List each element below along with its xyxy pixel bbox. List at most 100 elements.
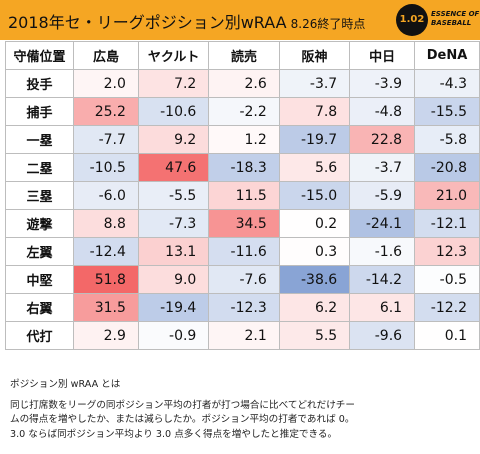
wraa-cell: 31.5	[73, 293, 139, 322]
row-header: 左翼	[4, 237, 75, 266]
wraa-cell: -9.6	[349, 321, 416, 350]
wraa-cell: 0.3	[278, 237, 351, 266]
table-row: 右翼 31.5 -19.4 -12.3 6.2 6.1 -12.2	[4, 293, 480, 322]
definition-note: ポジション別 wRAA とは 同じ打席数をリーグの同ポジション平均の打者が打つ場…	[10, 378, 472, 442]
wraa-cell: 34.5	[208, 209, 280, 238]
row-header: 捕手	[4, 97, 75, 126]
wraa-cell: -12.4	[73, 237, 139, 266]
table-row: 二塁 -10.5 47.6 -18.3 5.6 -3.7 -20.8	[4, 153, 480, 182]
logo-badge: 1.02	[396, 4, 428, 36]
wraa-cell: 11.5	[208, 181, 280, 210]
column-header: ヤクルト	[137, 41, 210, 70]
row-header: 右翼	[4, 293, 75, 322]
wraa-cell: 12.3	[414, 237, 480, 266]
wraa-cell: -18.3	[208, 153, 280, 182]
table-body: 投手 2.0 7.2 2.6 -3.7 -3.9 -4.3 捕手 25.2 -10.6 -2.2 7.…	[4, 69, 480, 350]
column-header: DeNA	[414, 41, 480, 70]
wraa-cell: -7.6	[208, 265, 280, 294]
wraa-cell: -11.6	[208, 237, 280, 266]
table-row: 捕手 25.2 -10.6 -2.2 7.8 -4.8 -15.5	[4, 97, 480, 126]
wraa-cell: -1.6	[349, 237, 416, 266]
wraa-cell: -10.5	[73, 153, 139, 182]
logo-text-line2: BASEBALL	[431, 19, 472, 27]
essence-of-baseball-logo: 1.02 ESSENCE OF BASEBALL	[396, 4, 479, 36]
table-row: 投手 2.0 7.2 2.6 -3.7 -3.9 -4.3	[4, 69, 480, 98]
wraa-cell: -5.5	[137, 181, 210, 210]
row-header: 三塁	[4, 181, 75, 210]
title-subtitle: 8.26終了時点	[290, 17, 366, 31]
wraa-cell: -7.3	[137, 209, 210, 238]
table-row: 三塁 -6.0 -5.5 11.5 -15.0 -5.9 21.0	[4, 181, 480, 210]
wraa-cell: 2.0	[73, 69, 139, 98]
row-header: 投手	[4, 69, 75, 98]
row-header: 代打	[4, 321, 75, 350]
wraa-cell: -24.1	[349, 209, 416, 238]
wraa-cell: 9.2	[137, 125, 210, 154]
table-header-row: 守備位置 広島 ヤクルト 読売 阪神 中日 DeNA	[4, 41, 480, 70]
wraa-cell: -10.6	[137, 97, 210, 126]
note-line: 3.0 ならば同ポジション平均より 3.0 点多く得点を増やしたと推定できる。	[10, 428, 338, 440]
wraa-cell: 51.8	[73, 265, 139, 294]
wraa-cell: 2.9	[73, 321, 139, 350]
wraa-cell: -5.9	[349, 181, 416, 210]
wraa-cell: -19.4	[137, 293, 210, 322]
wraa-cell: -19.7	[278, 125, 351, 154]
wraa-cell: 0.2	[278, 209, 351, 238]
wraa-cell: 7.8	[278, 97, 351, 126]
column-header: 阪神	[278, 41, 351, 70]
wraa-cell: -20.8	[414, 153, 480, 182]
page-title: 2018年セ・リーグポジション別wRAA 8.26終了時点	[8, 9, 365, 33]
logo-wordmark: ESSENCE OF BASEBALL	[431, 10, 479, 28]
table-row: 左翼 -12.4 13.1 -11.6 0.3 -1.6 12.3	[4, 237, 480, 266]
wraa-cell: -4.3	[414, 69, 480, 98]
wraa-cell: -15.0	[278, 181, 351, 210]
table-row: 代打 2.9 -0.9 2.1 5.5 -9.6 0.1	[4, 321, 480, 350]
wraa-cell: -4.8	[349, 97, 416, 126]
row-header: 遊撃	[4, 209, 75, 238]
column-header: 中日	[349, 41, 416, 70]
wraa-cell: -0.9	[137, 321, 210, 350]
title-bar: 2018年セ・リーグポジション別wRAA 8.26終了時点 1.02 ESSENC…	[0, 0, 480, 40]
wraa-cell: -12.2	[414, 293, 480, 322]
wraa-cell: -12.3	[208, 293, 280, 322]
wraa-cell: -3.7	[349, 153, 416, 182]
wraa-cell: 8.8	[73, 209, 139, 238]
wraa-cell: -3.7	[278, 69, 351, 98]
row-header: 二塁	[4, 153, 75, 182]
wraa-cell: 6.2	[278, 293, 351, 322]
wraa-cell: -7.7	[73, 125, 139, 154]
wraa-cell: 1.2	[208, 125, 280, 154]
wraa-cell: 5.5	[278, 321, 351, 350]
wraa-cell: -15.5	[414, 97, 480, 126]
wraa-cell: 2.6	[208, 69, 280, 98]
note-line: ムの得点を増やしたか、または減らしたか。ポジション平均の打者であれば 0。	[10, 414, 355, 425]
row-header: 中堅	[4, 265, 75, 294]
table-row: 中堅 51.8 9.0 -7.6 -38.6 -14.2 -0.5	[4, 265, 480, 294]
table-row: 遊撃 8.8 -7.3 34.5 0.2 -24.1 -12.1	[4, 209, 480, 238]
wraa-cell: 13.1	[137, 237, 210, 266]
wraa-cell: 9.0	[137, 265, 210, 294]
wraa-cell: 7.2	[137, 69, 210, 98]
corner-header: 守備位置	[4, 41, 75, 70]
wraa-cell: -5.8	[414, 125, 480, 154]
wraa-cell: -0.5	[414, 265, 480, 294]
title-text: 2018年セ・リーグポジション別wRAA	[8, 13, 287, 32]
wraa-cell: 0.1	[414, 321, 480, 350]
wraa-cell: 47.6	[137, 153, 210, 182]
wraa-cell: 21.0	[414, 181, 480, 210]
table-row: 一塁 -7.7 9.2 1.2 -19.7 22.8 -5.8	[4, 125, 480, 154]
column-header: 広島	[73, 41, 139, 70]
wraa-cell: -12.1	[414, 209, 480, 238]
note-line: 同じ打席数をリーグの同ポジション平均の打者が打つ場合に比べてどれだけチー	[10, 399, 355, 411]
wraa-cell: -2.2	[208, 97, 280, 126]
wraa-cell: -6.0	[73, 181, 139, 210]
wraa-table: 守備位置 広島 ヤクルト 読売 阪神 中日 DeNA 投手 2.0 7.2 2.6 -3…	[4, 41, 480, 350]
wraa-cell: 2.1	[208, 321, 280, 350]
wraa-cell: -3.9	[349, 69, 416, 98]
logo-text-line1: ESSENCE OF	[431, 10, 480, 18]
row-header: 一塁	[4, 125, 75, 154]
note-heading: ポジション別 wRAA とは	[10, 379, 121, 390]
wraa-cell: 5.6	[278, 153, 351, 182]
wraa-cell: 22.8	[349, 125, 416, 154]
wraa-cell: 25.2	[73, 97, 139, 126]
